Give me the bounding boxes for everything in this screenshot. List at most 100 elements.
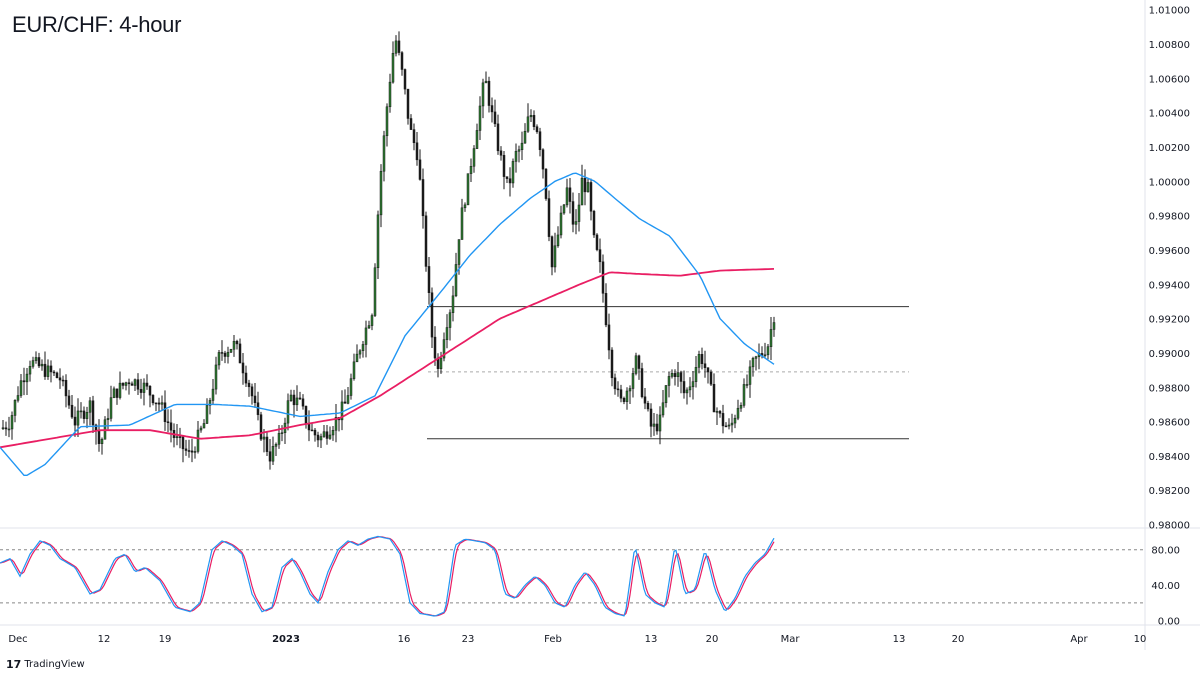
candle-body: [298, 397, 302, 400]
candle-body: [688, 386, 692, 391]
candle-body: [220, 352, 224, 354]
candle-body: [118, 382, 122, 398]
candle: [706, 367, 710, 384]
candle-body: [142, 382, 146, 393]
candle-body: [481, 82, 485, 107]
candle: [301, 394, 305, 410]
candle: [613, 373, 617, 395]
candle-body: [22, 380, 26, 383]
candle-body: [292, 394, 296, 406]
candle-body: [454, 264, 458, 297]
candle-body: [661, 402, 665, 416]
candle: [166, 409, 170, 433]
candle: [31, 356, 35, 369]
candle: [484, 71, 488, 84]
candle: [619, 384, 623, 403]
candle-body: [673, 373, 677, 377]
candle-body: [352, 361, 356, 379]
candle: [697, 350, 701, 374]
candle: [412, 123, 416, 151]
candle-body: [343, 401, 347, 404]
candle-body: [631, 373, 635, 389]
candle: [103, 416, 107, 440]
candle-body: [535, 126, 539, 132]
candle-body: [523, 131, 527, 144]
candle-body: [643, 396, 647, 404]
candle: [139, 378, 143, 399]
candle-body: [7, 428, 11, 431]
candle-body: [319, 436, 323, 441]
candle: [658, 406, 662, 445]
candle-body: [379, 170, 383, 216]
candle-body: [64, 379, 68, 397]
candle-body: [52, 371, 56, 374]
candle-body: [235, 340, 239, 345]
candle: [469, 158, 473, 183]
tradingview-logo: 17 TradingView: [6, 658, 85, 671]
candle-body: [475, 130, 479, 149]
candle-body: [412, 129, 416, 144]
candle: [265, 432, 269, 457]
candle: [232, 334, 236, 357]
candle-body: [442, 339, 446, 359]
time-tick-label: Dec: [8, 634, 27, 645]
candle: [325, 425, 329, 445]
candle: [367, 320, 371, 330]
candle: [757, 343, 761, 370]
candle: [322, 424, 326, 438]
candle-body: [79, 410, 83, 413]
candle: [34, 351, 38, 364]
candle-body: [127, 382, 131, 385]
candle-body: [529, 115, 533, 118]
candle: [565, 178, 569, 208]
candle-body: [4, 427, 8, 430]
candle: [475, 123, 479, 150]
candle-body: [568, 187, 572, 202]
candle-body: [208, 400, 212, 406]
candle-body: [472, 148, 476, 167]
price-tick-label: 1.00000: [1149, 177, 1190, 188]
candle: [520, 131, 524, 160]
candle-body: [613, 377, 617, 390]
candle-body: [655, 423, 659, 432]
candle: [379, 164, 383, 228]
candle: [361, 340, 365, 358]
candle-body: [451, 295, 455, 313]
candle: [763, 342, 767, 359]
candle: [229, 348, 233, 354]
candle-body: [1, 427, 5, 430]
candle-body: [496, 123, 500, 152]
candle-body: [304, 405, 308, 425]
candle-body: [325, 431, 329, 439]
candle: [727, 418, 731, 430]
candle: [769, 317, 773, 360]
candle: [49, 360, 53, 383]
candle: [292, 389, 296, 418]
candle-body: [268, 451, 272, 462]
candle: [403, 68, 407, 95]
candle: [145, 374, 149, 390]
candle: [127, 378, 131, 395]
candle-body: [418, 159, 422, 180]
candle: [538, 127, 542, 157]
candle-body: [439, 357, 443, 369]
candle-body: [703, 363, 707, 368]
candle: [118, 371, 122, 400]
price-tick-label: 0.99600: [1149, 246, 1190, 257]
candle: [37, 352, 41, 369]
candle-body: [424, 215, 428, 267]
candle-body: [139, 389, 143, 393]
candle-body: [247, 382, 251, 388]
candle-body: [49, 365, 53, 373]
candle-body: [736, 407, 740, 419]
candle: [70, 394, 74, 419]
price-tick-label: 0.98600: [1149, 418, 1190, 429]
candle: [445, 314, 449, 349]
candle: [502, 151, 506, 190]
candle: [154, 402, 158, 412]
candle: [121, 382, 125, 390]
candle-body: [13, 400, 17, 416]
candle: [478, 96, 482, 140]
candle: [418, 149, 422, 181]
